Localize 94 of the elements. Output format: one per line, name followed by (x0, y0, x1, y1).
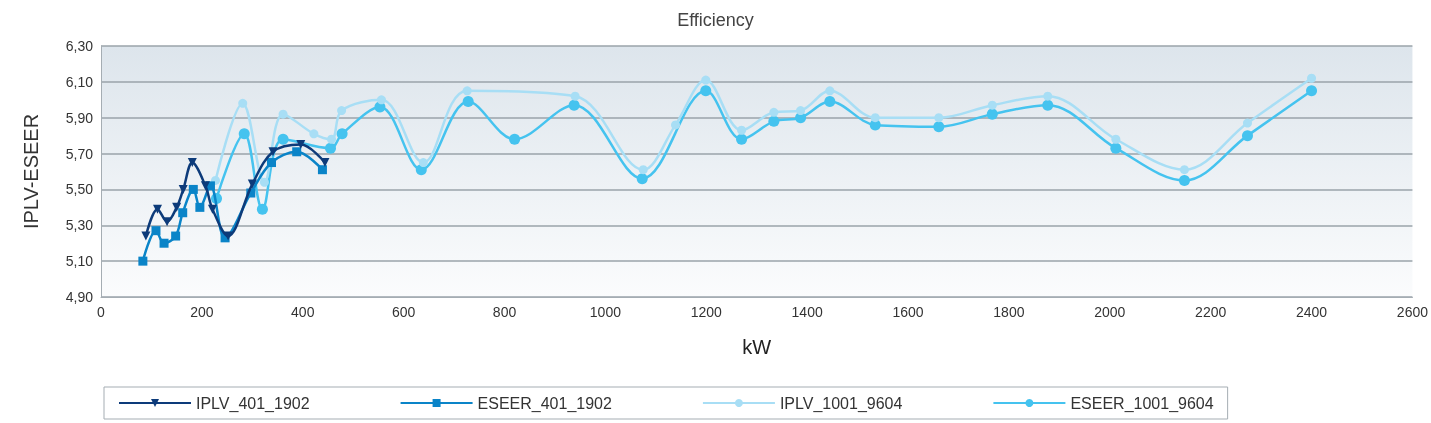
point (327, 134, 337, 144)
point (309, 129, 319, 139)
point (1307, 73, 1317, 83)
point (636, 173, 648, 185)
point (825, 86, 835, 96)
point (238, 128, 250, 140)
point (1243, 118, 1252, 128)
point (1178, 174, 1190, 186)
x-tick-label: 200 (190, 304, 214, 320)
x-tick-label: 2200 (1195, 304, 1227, 320)
x-tick-label: 2600 (1396, 304, 1429, 320)
point (700, 85, 712, 97)
point (325, 142, 336, 154)
point (509, 133, 521, 145)
point (268, 147, 278, 157)
point (138, 256, 148, 266)
point (266, 158, 276, 168)
y-tick-label: 6,10 (65, 73, 94, 90)
x-tick-label: 600 (391, 304, 416, 320)
point (172, 202, 182, 212)
x-tick-label: 400 (291, 304, 315, 320)
point (337, 106, 347, 116)
point (933, 121, 945, 133)
y-tick-label: 5,90 (65, 109, 94, 126)
point (178, 208, 188, 218)
y-axis-title: IPLV-ESEER (20, 113, 42, 230)
x-tick-label: 1600 (892, 304, 924, 320)
point (376, 95, 386, 105)
y-tick-label: 5,30 (65, 217, 94, 234)
point (296, 140, 306, 150)
point (336, 128, 348, 140)
point (278, 109, 288, 119)
point (1179, 165, 1189, 175)
point (152, 204, 162, 214)
point (171, 231, 181, 241)
point (418, 158, 428, 168)
point (159, 238, 169, 248)
x-axis-title: kW (742, 336, 772, 358)
x-tick-label: 1000 (589, 304, 622, 320)
point (238, 98, 248, 108)
point (736, 133, 748, 145)
point (987, 100, 997, 110)
y-tick-label: 5,10 (65, 253, 94, 270)
point (162, 217, 172, 227)
legend-label: ESEER_401_1902 (477, 394, 613, 413)
point (462, 96, 474, 108)
point (178, 184, 188, 194)
point (870, 113, 880, 123)
y-tick-label: 5,70 (65, 145, 94, 162)
x-tick-label: 2000 (1094, 304, 1126, 320)
point (195, 202, 205, 212)
point (320, 158, 330, 168)
x-tick-label: 800 (492, 304, 517, 320)
point (737, 125, 747, 135)
point (1111, 134, 1121, 144)
point (769, 107, 779, 117)
y-tick-label: 6,30 (65, 38, 94, 54)
point (317, 165, 327, 175)
point (638, 165, 648, 175)
point (768, 115, 780, 127)
point (1043, 91, 1053, 101)
point (200, 181, 210, 191)
point (151, 226, 161, 236)
chart-title: Efficiency (677, 10, 754, 30)
point (986, 108, 998, 120)
legend-label: IPLV_401_1902 (196, 394, 310, 413)
point (292, 147, 302, 157)
point (1306, 85, 1318, 97)
point (701, 75, 711, 85)
x-tick-label: 1200 (690, 304, 723, 320)
point (934, 113, 944, 123)
point (1110, 142, 1122, 154)
point (462, 86, 472, 96)
legend-label: ESEER_1001_9604 (1070, 394, 1214, 413)
y-tick-label: 4,90 (65, 289, 94, 305)
x-tick-label: 2400 (1295, 304, 1328, 320)
point (796, 106, 806, 116)
y-tick-label: 5,50 (65, 181, 94, 198)
point (671, 120, 681, 130)
point (1242, 130, 1253, 142)
point (568, 99, 580, 111)
point (207, 204, 217, 214)
point (824, 96, 836, 108)
point (277, 133, 289, 145)
point (188, 184, 198, 194)
x-tick-label: 1800 (993, 304, 1025, 320)
point (187, 158, 197, 168)
point (259, 177, 269, 187)
point (256, 203, 268, 215)
point (570, 91, 580, 101)
legend-label: IPLV_1001_9604 (779, 394, 903, 413)
x-tick-label: 1400 (791, 304, 823, 320)
point (1042, 99, 1054, 111)
x-tick-label: 0 (97, 304, 106, 320)
